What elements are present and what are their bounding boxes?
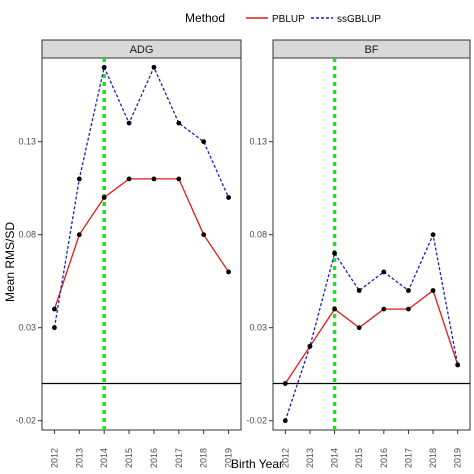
point-pblup-bf-2015	[356, 325, 362, 331]
x-tick-label-bf: 2015	[354, 448, 364, 468]
point-ssgblup-adg-2014	[101, 64, 107, 70]
x-tick-label-adg: 2015	[124, 448, 134, 468]
x-tick-label-adg: 2014	[99, 448, 109, 468]
point-pblup-bf-2017	[406, 306, 411, 312]
x-tick-label-adg: 2016	[149, 448, 159, 468]
x-tick-label-bf: 2018	[428, 448, 438, 468]
x-tick-label-bf: 2016	[379, 448, 389, 468]
panel-border-adg	[41, 57, 242, 431]
point-pblup-bf-2018	[430, 288, 436, 293]
y-tick-label-adg: 0.13	[18, 137, 36, 147]
point-pblup-adg-2018	[201, 232, 207, 238]
x-tick-label-adg: 2012	[49, 448, 59, 468]
panel-adg: ADG -0.02 0.03 0.08 0.13 2012 2013 2014 2015 2016…	[15, 39, 242, 468]
legend: Method PBLUP ssGBLUP	[185, 11, 381, 25]
point-ssgblup-bf-2019	[455, 362, 461, 368]
y-tick-label-bf: 0.03	[249, 323, 267, 333]
y-tick-label-bf: 0.13	[249, 137, 267, 147]
x-tick-label-adg: 2018	[199, 448, 209, 468]
point-ssgblup-adg-2018	[201, 139, 207, 145]
point-pblup-adg-2014	[101, 195, 107, 200]
point-ssgblup-adg-2013	[76, 176, 82, 182]
point-ssgblup-bf-2016	[381, 269, 387, 275]
point-ssgblup-adg-2012	[52, 325, 57, 331]
series-line-ssgblup-adg	[53, 65, 230, 328]
point-ssgblup-adg-2019	[226, 195, 231, 200]
strip-title-bf: BF	[364, 44, 378, 56]
y-tick-label-adg: -0.02	[15, 416, 36, 426]
y-tick-label-adg: 0.03	[18, 323, 36, 333]
point-pblup-adg-2013	[76, 232, 82, 238]
point-ssgblup-adg-2015	[126, 120, 132, 126]
x-tick-label-bf: 2014	[330, 448, 340, 468]
point-pblup-bf-2016	[381, 306, 387, 312]
panel-bf: BF -0.02 0.03 0.08 0.13 2012 2013 2014 2015 2016 2…	[246, 39, 471, 468]
x-tick-label-adg: 2017	[174, 448, 184, 468]
legend-title: Method	[185, 11, 225, 25]
strip-title-adg: ADG	[130, 44, 154, 56]
x-tick-label-bf: 2019	[453, 448, 463, 468]
point-ssgblup-bf-2017	[406, 288, 411, 293]
point-pblup-bf-2012	[282, 381, 288, 386]
panel-border-bf	[272, 57, 471, 431]
point-pblup-adg-2019	[226, 269, 231, 275]
y-tick-label-bf: -0.02	[246, 416, 267, 426]
point-pblup-adg-2015	[126, 176, 132, 182]
point-pblup-adg-2012	[52, 306, 57, 312]
y-axis-title: Mean RMS/SD	[3, 222, 17, 302]
legend-label-pblup: PBLUP	[272, 14, 305, 25]
legend-label-ssgblup: ssGBLUP	[337, 14, 381, 25]
point-pblup-adg-2016	[151, 176, 157, 182]
point-ssgblup-bf-2015	[356, 288, 362, 293]
point-pblup-bf-2014	[332, 306, 337, 312]
series-line-pblup-adg	[53, 178, 230, 310]
x-tick-label-adg: 2019	[224, 448, 234, 468]
point-pblup-adg-2017	[176, 176, 182, 182]
point-ssgblup-adg-2017	[176, 120, 182, 126]
series-line-ssgblup-bf	[284, 232, 459, 421]
point-ssgblup-adg-2016	[151, 64, 157, 70]
x-tick-label-bf: 2013	[305, 448, 315, 468]
point-ssgblup-bf-2012	[282, 418, 288, 424]
series-line-pblup-bf	[284, 289, 459, 384]
x-tick-label-bf: 2012	[280, 448, 290, 468]
x-tick-label-adg: 2013	[74, 448, 84, 468]
point-ssgblup-bf-2014	[332, 250, 337, 256]
point-ssgblup-bf-2018	[430, 232, 436, 238]
y-tick-label-bf: 0.08	[249, 230, 267, 240]
x-axis-title: Birth Year	[231, 457, 283, 471]
x-tick-label-bf: 2017	[403, 448, 413, 468]
point-ssgblup-bf-2013	[307, 343, 313, 349]
y-tick-label-adg: 0.08	[18, 230, 36, 240]
